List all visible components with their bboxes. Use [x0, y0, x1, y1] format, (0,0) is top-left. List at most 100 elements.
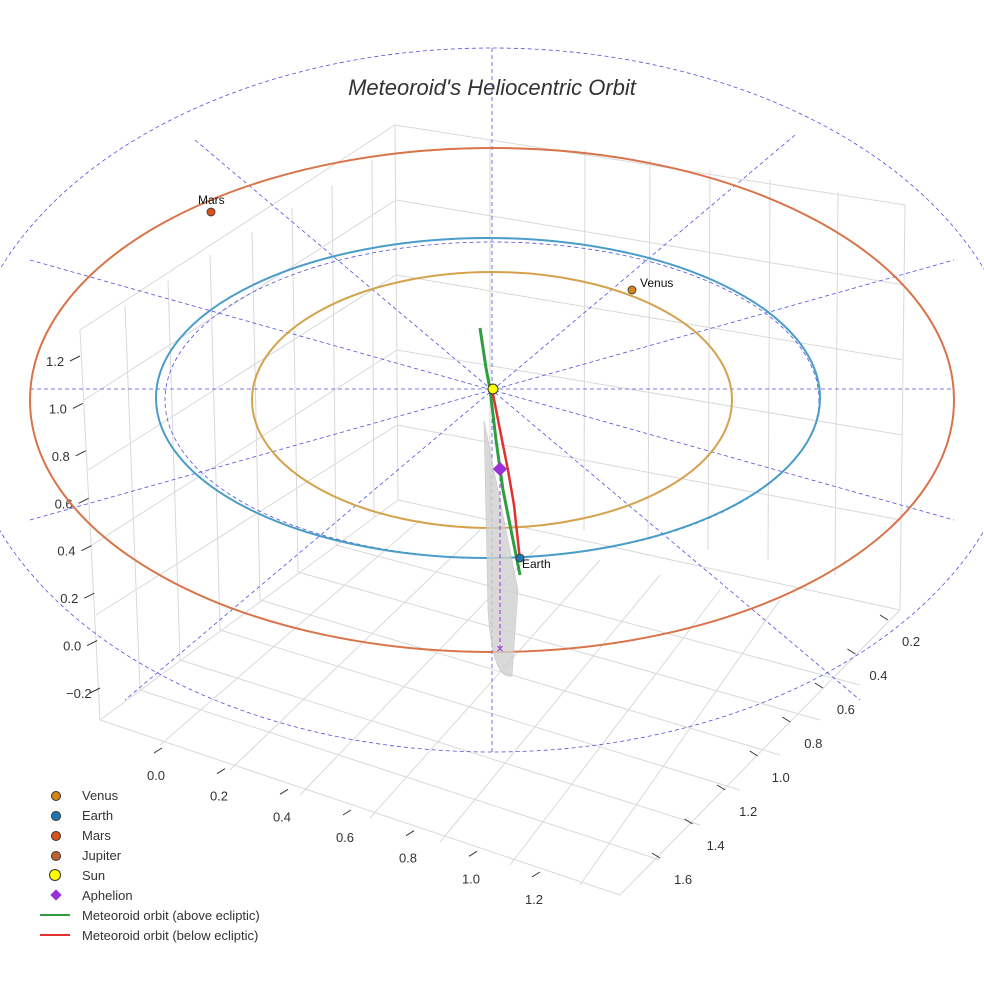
grid-line: [396, 349, 903, 436]
legend-item: Venus: [36, 785, 356, 805]
x-axis-tick: [468, 850, 478, 857]
z-axis-tick-label: 1.2: [46, 354, 64, 369]
z-axis-tick-label: −0.2: [66, 686, 92, 701]
legend-label: Aphelion: [82, 887, 133, 903]
grid-line: [369, 559, 601, 819]
ecliptic-axis: [194, 139, 861, 701]
grid-line: [99, 719, 621, 896]
y-axis-tick: [782, 716, 791, 723]
legend-item: Aphelion: [36, 885, 356, 905]
venus-legend-icon: [51, 791, 61, 801]
z-axis-tick-label: 0.0: [63, 639, 81, 654]
legend-label: Jupiter: [82, 847, 122, 863]
legend-label: Mars: [82, 827, 111, 843]
x-axis-tick-label: 0.4: [273, 809, 291, 824]
jupiter-legend-icon: [51, 851, 61, 861]
meteoroid-orbit-above: [478, 327, 522, 576]
y-axis-tick: [684, 818, 693, 825]
x-axis-tick-label: 0.8: [399, 851, 417, 866]
x-axis-tick: [216, 768, 226, 775]
meteoroid-orbit-below: [490, 388, 522, 561]
y-axis-tick: [749, 750, 758, 757]
grid-line: [397, 499, 901, 611]
planets: Venus Earth Mars: [198, 193, 673, 571]
aphelion-legend-icon: [50, 889, 62, 901]
z-axis-tick-label: 1.0: [49, 401, 67, 416]
y-axis-tick-label: 1.2: [739, 804, 757, 819]
z-axis-tick: [78, 497, 89, 504]
grid-line: [439, 574, 661, 843]
grid-line: [79, 124, 396, 331]
meteoroid-below-legend-icon: [40, 934, 70, 936]
grid-line: [229, 529, 481, 771]
legend-swatch: [36, 905, 76, 925]
legend-swatch: [36, 865, 76, 885]
x-axis-tick: [153, 747, 163, 754]
grid-line: [159, 519, 421, 746]
y-axis-tick: [651, 852, 661, 859]
legend-label: Venus: [82, 787, 119, 803]
legend-label: Sun: [82, 867, 106, 883]
grid-line: [395, 274, 904, 361]
mars-label: Mars: [198, 193, 225, 207]
earth-label: Earth: [522, 557, 551, 571]
grid-line: [707, 169, 711, 551]
grid-line: [395, 199, 905, 286]
meteoroid-shadow: [483, 419, 519, 677]
z-axis-tick-label: 0.2: [60, 591, 78, 606]
grid-line: [251, 231, 261, 601]
grid-line: [167, 279, 181, 661]
grid-line: [331, 184, 337, 546]
meteoroid-orbit: ×: [478, 327, 522, 677]
legend-item: Mars: [36, 825, 356, 845]
grid-line: [335, 544, 861, 686]
grid-line: [619, 609, 901, 896]
legend-label: Earth: [82, 807, 114, 823]
x-axis-tick: [279, 788, 289, 795]
grid-line: [371, 159, 375, 519]
sun-marker: [487, 383, 499, 395]
legend: Venus Earth Mars Jupiter Sun Aphelion Me…: [36, 785, 356, 945]
grid-line: [291, 207, 299, 573]
axis-tick-labels: 0.0 0.2 0.4 0.6 0.8 1.0 1.2 0.2 0.4 0.6 0.8 1.0 1.2 1…: [46, 354, 920, 907]
z-axis-tick-label: 0.4: [57, 544, 75, 559]
venus-marker: [627, 285, 637, 295]
ecliptic-axis: [124, 134, 796, 701]
mars-legend-icon: [51, 831, 61, 841]
grid-line: [99, 499, 399, 721]
grid-line: [139, 689, 661, 861]
grid-line: [209, 254, 221, 631]
grid-line: [394, 124, 399, 501]
y-axis-tick-label: 1.6: [674, 872, 692, 887]
legend-swatch: [36, 805, 76, 825]
y-axis-tick-label: 1.0: [772, 770, 790, 785]
sun-legend-icon: [49, 869, 61, 881]
grid-line: [219, 629, 741, 791]
earth-marker: [515, 553, 525, 563]
venus-label: Venus: [640, 276, 673, 290]
grid-line: [83, 199, 397, 401]
y-axis-tick-label: 0.2: [902, 634, 920, 649]
y-axis-tick-label: 0.8: [804, 736, 822, 751]
x-axis-tick-label: 1.2: [525, 892, 543, 907]
y-axis-tick-label: 0.4: [869, 668, 887, 683]
legend-swatch: [36, 785, 76, 805]
y-axis-tick: [879, 614, 889, 621]
y-axis-tick-label: 1.4: [707, 838, 725, 853]
x-axis-tick: [531, 871, 541, 878]
z-axis-tick: [81, 545, 92, 552]
legend-item: Jupiter: [36, 845, 356, 865]
grid-line: [899, 204, 906, 611]
legend-label: Meteoroid orbit (below ecliptic): [82, 927, 259, 943]
grid-line: [509, 589, 721, 866]
z-axis-tick: [86, 640, 98, 647]
legend-swatch: [36, 885, 76, 905]
x-axis-tick: [405, 830, 415, 837]
meteoroid-above-legend-icon: [40, 914, 70, 916]
grid-line: [87, 274, 397, 471]
x-axis-tick-label: 0.6: [336, 830, 354, 845]
legend-item: Meteoroid orbit (above ecliptic): [36, 905, 356, 925]
aphelion-projection-marker: ×: [496, 641, 504, 656]
y-axis-tick: [814, 682, 824, 689]
grid-line: [95, 424, 398, 616]
